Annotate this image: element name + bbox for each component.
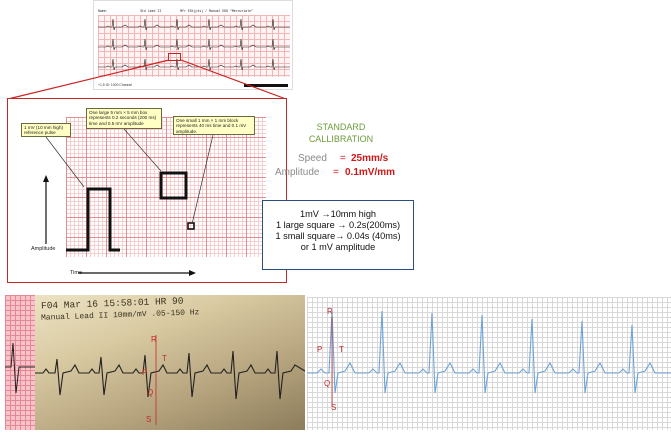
amplitude-label-calib: Amplitude [275, 167, 320, 178]
speed-value: 25mm/s [351, 153, 389, 164]
zoom-region-marker [168, 53, 181, 61]
conversion-line: 1 small square→ 0.04s (40ms) [275, 231, 401, 241]
conversion-box: 1mV →10mm high 1 large square → 0.2s(200… [262, 200, 414, 270]
connector-left [7, 59, 170, 100]
blue-label-s: S [331, 403, 337, 412]
amplitude-equals: = [333, 167, 339, 178]
photo-label-p: P [142, 368, 148, 377]
callout-ref [45, 136, 85, 188]
note-large-box: One large 5 mm × 5 mm box represents 0.2… [86, 108, 162, 129]
small-square-example [187, 222, 195, 230]
note-reference-pulse: 1 mV (10 mm high) reference pulse [21, 123, 71, 137]
ecg-printout-thumbnail: Name: Std Lead II Mfr EDt(pts) / Manual … [93, 0, 293, 90]
trace-row-2 [98, 38, 290, 51]
trace-row-3 [98, 58, 290, 71]
blue-ecg-trace [307, 310, 671, 407]
blue-label-t: T [339, 345, 344, 354]
conversion-line: 1mV →10mm high [299, 209, 377, 219]
photo-label-q: Q [147, 388, 154, 397]
speed-label: Speed [298, 153, 327, 164]
photo-label-r: R [151, 335, 157, 344]
note-small-box: One small 1 mm × 1 mm block represents 4… [173, 116, 255, 135]
reference-pulse [66, 187, 120, 252]
printout-footer: +1.5 ID: 1000 Channel [98, 83, 133, 87]
blue-label-q: Q [324, 379, 331, 388]
callout-large [123, 128, 162, 172]
conversion-line: or 1 mV amplitude [300, 242, 376, 252]
ecg-strip-photo: F04 Mar 16 15:58:01 HR 90 Manual Lead II… [5, 295, 305, 430]
photo-label-t: T [162, 354, 167, 363]
time-arrowhead [189, 270, 196, 276]
time-label: Time [70, 270, 83, 276]
printout-header-line: Name: Std Lead II Mfr EDt(pts) / Manual … [98, 9, 253, 14]
grid-shapes [66, 171, 195, 252]
photo-trace-red-grid [5, 342, 35, 394]
note-callouts [43, 128, 214, 276]
conversion-line: 1 large square → 0.2s(200ms) [275, 220, 401, 230]
blue-ecg-trace-panel: R P T Q S [307, 297, 671, 430]
trace-row-1 [98, 18, 290, 31]
large-square-example [159, 171, 188, 200]
printout-traces [98, 18, 290, 71]
calibration-title-line2: CALLIBRATION [308, 134, 374, 144]
photo-red-grid [5, 295, 35, 430]
printout-grid [98, 15, 290, 77]
speed-equals: = [340, 153, 346, 164]
blue-trace-line [307, 310, 671, 394]
blue-label-p: P [317, 345, 323, 354]
photo-trace-main [35, 350, 305, 400]
calibration-title-line1: STANDARD [316, 122, 366, 132]
amplitude-label: Amplitude [31, 246, 56, 252]
connector-right [180, 59, 287, 100]
blue-label-r: R [327, 307, 333, 316]
zoomed-grid-panel: 1 mV (10 mm high) reference pulse One la… [7, 98, 287, 283]
callout-small [191, 134, 214, 225]
printout-bar [244, 84, 288, 87]
ecg-paper-grid [66, 117, 266, 257]
photo-ecg-trace [5, 335, 305, 425]
photo-label-s: S [146, 415, 152, 424]
amplitude-value: 0.1mV/mm [345, 167, 396, 178]
amplitude-arrowhead [43, 175, 49, 182]
